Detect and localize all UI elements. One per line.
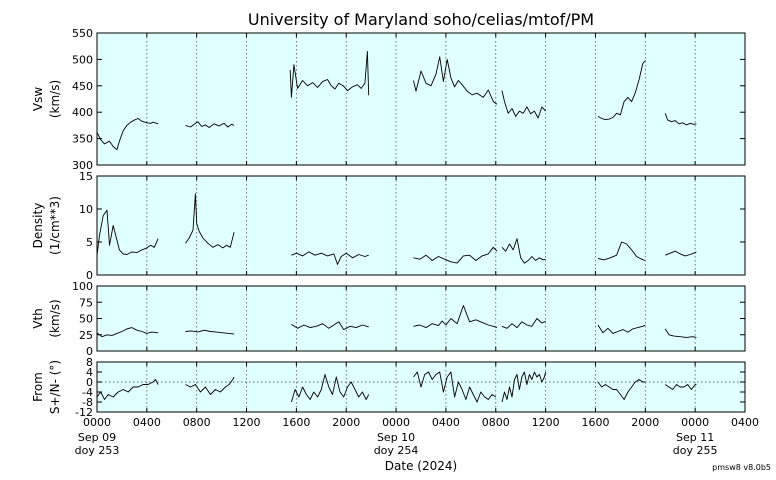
- x-tick-label: 1200: [532, 416, 560, 429]
- y-tick-label: 550: [72, 27, 93, 40]
- series-vth-segment: [185, 329, 235, 335]
- series-density-segment: [597, 241, 646, 261]
- y-axis-label: Density: [31, 203, 45, 249]
- day-date-label: Sep 09: [78, 431, 116, 444]
- series-from-segment: [413, 371, 497, 403]
- series-vth-segment: [413, 305, 498, 329]
- series-from-segment: [501, 371, 547, 403]
- series-from-segment: [597, 379, 646, 400]
- y-tick-label: 0: [86, 345, 93, 358]
- series-density-segment: [291, 251, 369, 265]
- x-tick-label: 2000: [631, 416, 659, 429]
- y-tick-label: 100: [72, 280, 93, 293]
- x-tick-label: 1600: [581, 416, 609, 429]
- y-tick-label: -12: [75, 406, 93, 419]
- panel-vth: 0 25 50 75 100 Vth (km/s): [31, 280, 746, 358]
- day-doy-label: doy 254: [374, 444, 419, 457]
- y-tick-label: 10: [79, 203, 93, 216]
- x-tick-label: 0400: [432, 416, 460, 429]
- panel-background: [97, 176, 745, 275]
- x-axis-ticks: 0000 0400 0800 1200 1600 2000 0000 0400 0800 1200…: [75, 416, 759, 457]
- series-vsw-segment: [413, 56, 498, 105]
- x-tick-label: 0800: [482, 416, 510, 429]
- y-tick-label: 4: [86, 366, 93, 379]
- y-tick-label: 450: [72, 80, 93, 93]
- series-from-segment: [96, 379, 159, 400]
- series-vth-segment: [501, 318, 546, 329]
- x-tick-label: 0400: [731, 416, 759, 429]
- y-tick-label: 25: [79, 329, 93, 342]
- x-axis-label: Date (2024): [385, 459, 457, 473]
- series-from-segment: [185, 376, 235, 395]
- series-vth-segment: [664, 328, 697, 338]
- y-axis-label: (km/s): [48, 80, 62, 118]
- series-vth-segment: [597, 324, 646, 334]
- panel-background: [97, 286, 745, 351]
- y-tick-label: 0: [86, 269, 93, 282]
- series-from-segment: [664, 384, 697, 390]
- day-date-label: Sep 11: [676, 431, 714, 444]
- x-tick-label: 1600: [282, 416, 310, 429]
- x-tick-label: 0400: [133, 416, 161, 429]
- series-vsw-segment: [96, 118, 159, 151]
- x-tick-label: 0800: [183, 416, 211, 429]
- series-density-segment: [185, 193, 235, 249]
- series-vsw-segment: [289, 51, 370, 98]
- y-tick-label: 8: [86, 356, 93, 369]
- panel-frame: [96, 175, 746, 276]
- panel-density: 0 5 10 15 Density (1/cm**3): [31, 170, 746, 282]
- y-tick-label: 0: [86, 376, 93, 389]
- y-tick-label: 400: [72, 106, 93, 119]
- day-doy-label: doy 255: [673, 444, 718, 457]
- y-axis-label: Vsw: [31, 87, 45, 111]
- chart-title: University of Maryland soho/celias/mtof/…: [248, 10, 594, 29]
- y-tick-label: 500: [72, 53, 93, 66]
- panel-frame: [96, 361, 746, 413]
- y-tick-label: 50: [79, 313, 93, 326]
- panel-vsw: 300 350 400 450 500 550 Vsw (km/s): [31, 27, 746, 172]
- series-from-segment: [290, 374, 370, 403]
- series-density-segment: [665, 250, 697, 257]
- series-vth-segment: [96, 327, 159, 338]
- version-label: pmsw8 v8.0b5: [712, 463, 771, 472]
- x-tick-label: 0000: [681, 416, 709, 429]
- y-tick-label: -4: [82, 386, 93, 399]
- y-axis-label: (1/cm**3): [48, 196, 62, 255]
- x-tick-label: 0000: [382, 416, 410, 429]
- series-vsw-segment: [185, 121, 235, 128]
- x-tick-label: 2000: [332, 416, 360, 429]
- series-density-segment: [501, 238, 546, 264]
- y-tick-label: 350: [72, 133, 93, 146]
- y-tick-label: -8: [82, 396, 93, 409]
- series-vsw-segment: [597, 60, 646, 121]
- y-axis-label: S+/N- (°): [48, 360, 62, 414]
- series-vth-segment: [291, 321, 369, 331]
- day-date-label: Sep 10: [377, 431, 415, 444]
- panel-frame: [96, 32, 746, 166]
- x-tick-label: 1200: [233, 416, 261, 429]
- series-density-segment: [96, 209, 159, 256]
- x-tick-label: 0000: [83, 416, 111, 429]
- y-axis-label: (km/s): [48, 299, 62, 337]
- y-tick-label: 300: [72, 159, 93, 172]
- y-tick-label: 15: [79, 170, 93, 183]
- series-vsw-segment: [664, 113, 697, 126]
- panel-background: [97, 33, 745, 165]
- y-tick-label: 5: [86, 236, 93, 249]
- day-doy-label: doy 253: [75, 444, 120, 457]
- series-vsw-segment: [501, 90, 546, 119]
- series-density-segment: [413, 246, 498, 264]
- y-axis-label: Vth: [31, 308, 45, 329]
- y-tick-label: 75: [79, 296, 93, 309]
- y-axis-label: From: [31, 372, 45, 402]
